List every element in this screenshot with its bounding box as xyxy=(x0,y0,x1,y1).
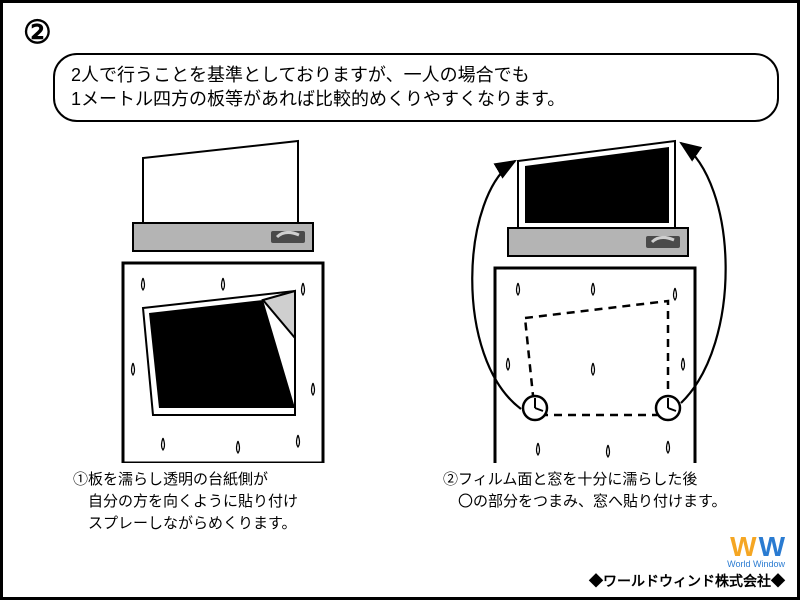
logo-subtext: World Window xyxy=(589,559,785,569)
right-caption: ②フィルム面と窓を十分に濡らした後 〇の部分をつまみ、窓へ貼り付けます。 xyxy=(443,469,783,513)
header-line-1: 2人で行うことを基準としておりますが、一人の場合でも xyxy=(71,63,761,87)
header-bubble: 2人で行うことを基準としておりますが、一人の場合でも 1メートル四方の板等があれ… xyxy=(53,53,779,122)
footer-company: ◆ワールドウィンド株式会社◆ xyxy=(589,571,785,591)
panel-left: ①板を濡らし透明の台紙側が 自分の方を向くように貼り付け スプレーしながらめくり… xyxy=(73,133,413,534)
footer: W W World Window ◆ワールドウィンド株式会社◆ xyxy=(589,533,785,591)
right-illustration xyxy=(443,133,763,463)
logo-w-orange: W xyxy=(730,533,756,561)
logo-icon: W W xyxy=(589,533,785,561)
step-number: ② xyxy=(23,13,52,51)
left-illustration xyxy=(73,133,373,463)
left-caption: ①板を濡らし透明の台紙側が 自分の方を向くように貼り付け スプレーしながらめくり… xyxy=(73,469,413,534)
header-line-2: 1メートル四方の板等があれば比較的めくりやすくなります。 xyxy=(71,87,761,111)
logo-w-blue: W xyxy=(759,533,785,561)
panel-right: ②フィルム面と窓を十分に濡らした後 〇の部分をつまみ、窓へ貼り付けます。 xyxy=(443,133,783,513)
